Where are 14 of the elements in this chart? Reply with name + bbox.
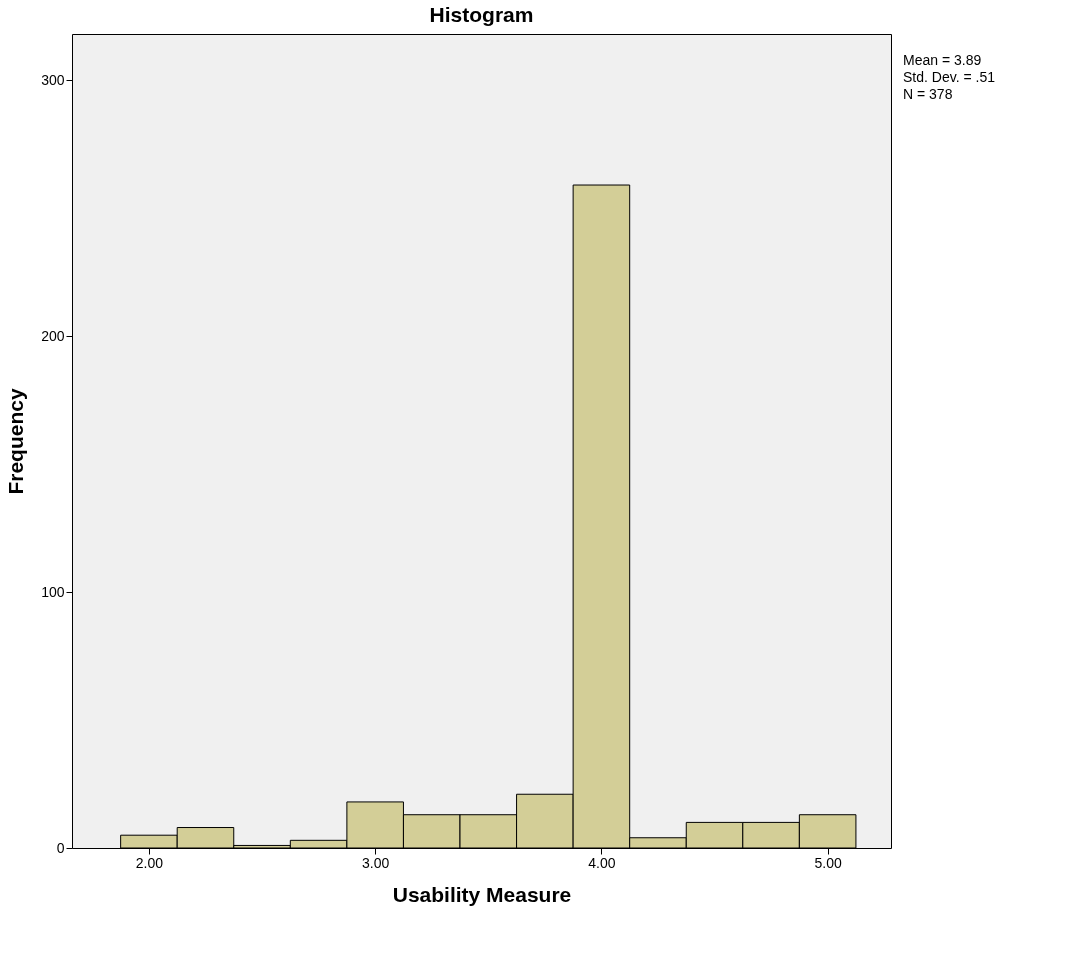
text: N = 378 [903, 86, 953, 102]
x-tick-label: 5.00 [814, 854, 842, 871]
y-tick-label: 300 [41, 71, 65, 88]
text: Mean = 3.89 [903, 52, 982, 68]
y-tick-label: 0 [56, 839, 65, 856]
y-axis-title: Frequency [4, 388, 28, 495]
x-tick-label: 3.00 [362, 854, 390, 871]
y-tick-label: 200 [41, 327, 65, 344]
y-tick-label: 100 [41, 583, 65, 600]
chart-title: Histogram [429, 3, 534, 26]
x-tick-label: 4.00 [588, 854, 616, 871]
text: Std. Dev. = .51 [903, 69, 996, 85]
x-axis-title: Usability Measure [392, 882, 572, 906]
x-tick-label: 2.00 [135, 854, 164, 871]
